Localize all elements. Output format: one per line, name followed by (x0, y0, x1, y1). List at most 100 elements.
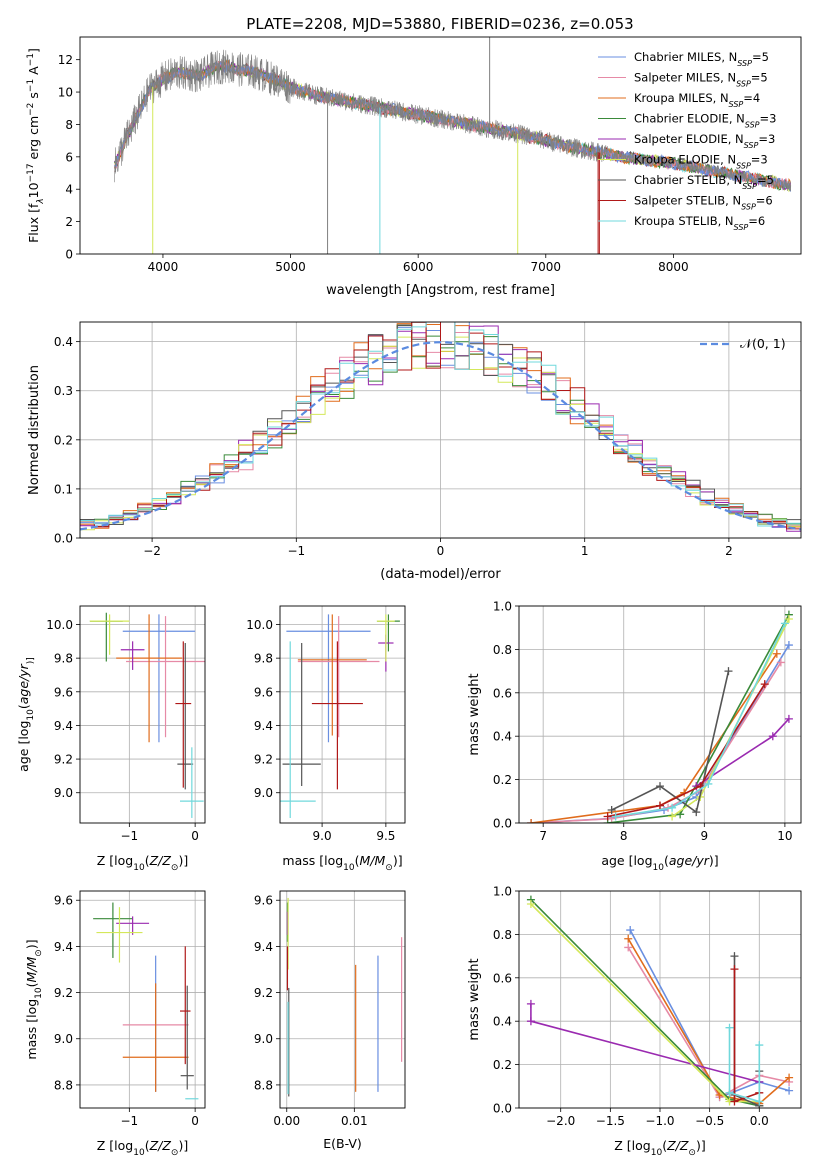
legend-label: Chabrier STELIB, NSSP=5 (634, 173, 774, 191)
plot-area (114, 37, 792, 254)
x-axis-label-part: age/yr (669, 853, 710, 868)
y-axis-label-part: ( (16, 704, 31, 709)
error-bar-kroupa-stelib (280, 641, 316, 818)
axes-frame (79, 321, 802, 539)
weight-marker (760, 680, 769, 689)
error-bar-chabrier-miles (122, 614, 196, 743)
x-axis-label-part: ⊙ (688, 1148, 696, 1158)
x-axis-label: mass [log10(M/M⊙)] (282, 853, 402, 873)
y-tick-label: 8.8 (54, 1078, 73, 1092)
legend-label-count: =4 (743, 91, 760, 105)
x-axis-label-part: Z/Z (666, 1138, 689, 1153)
legend-label: Chabrier ELODIE, NSSP=3 (634, 112, 776, 130)
legend-label-sub: SSP (737, 59, 752, 68)
legend-label-sub: SSP (734, 223, 749, 232)
y-tick-label: 9.6 (254, 894, 273, 908)
weight-line-chabrier-elodie (530, 899, 760, 1107)
weight-marker (527, 819, 536, 823)
y-axis-label-part: erg cm (26, 116, 41, 164)
plot-area (280, 614, 400, 818)
y-tick-label: 9.6 (54, 685, 73, 699)
weight-line-salpeter-stelib (607, 683, 766, 818)
y-tick-label: 8 (65, 118, 73, 132)
x-axis-label: E(B-V) (323, 1136, 362, 1151)
x-axis-label-part: )] (178, 1138, 188, 1153)
age-vs-mass-panel: 9.0 9.5 9.0 9.2 9.4 9.6 9.8 10.0 mass [log10(M/M… (246, 605, 406, 873)
x-tick-label: 4000 (148, 260, 179, 274)
axes: 7 8 9 10 0.0 0.2 0.4 0.6 0.8 1.0 (493, 600, 802, 843)
weight-line-salpeter-miles (627, 946, 790, 1099)
y-axis-label-part: 10 (26, 182, 41, 198)
x-axis-label-part: 10 (133, 1148, 145, 1158)
legend-label-count: =6 (748, 214, 765, 228)
y-axis-label-part: A (26, 66, 41, 79)
x-axis-label: wavelength [Angstrom, rest frame] (326, 283, 555, 298)
weight-marker (526, 999, 535, 1008)
x-axis-label-part: )] (393, 853, 403, 868)
x-axis-label-part: ( (664, 853, 669, 868)
legend-label-name: Kroupa MILES, N (634, 91, 729, 105)
x-axis-label-part: 10 (343, 863, 355, 873)
x-tick-label: −1.0 (645, 1114, 674, 1128)
weight-marker (668, 812, 677, 821)
legend-label-count: =6 (756, 194, 773, 208)
x-axis-label-part: ( (355, 853, 360, 868)
y-tick-label: 0.3 (54, 384, 73, 398)
y-tick-label: 0.4 (493, 730, 512, 744)
y-tick-label: 0.6 (493, 971, 512, 985)
x-tick-label: 0.01 (341, 1114, 368, 1128)
y-tick-label: 12 (58, 53, 73, 67)
legend-label: Salpeter ELODIE, NSSP=3 (634, 132, 775, 150)
x-axis-label-part: ⊙ (171, 1148, 179, 1158)
y-axis-label: age [log10(age/yr)] (16, 657, 36, 772)
legend-label-name: Salpeter ELODIE, N (634, 132, 744, 146)
weight-marker (624, 934, 633, 943)
plot-area (93, 902, 199, 1100)
x-tick-label: 0 (191, 1114, 199, 1128)
error-bar-kroupa-miles (297, 614, 367, 736)
y-axis-label-part: λ (36, 198, 46, 204)
weight-line-chabrier-stelib (611, 670, 730, 814)
axes-frame (79, 36, 802, 255)
x-tick-label: 7000 (531, 260, 562, 274)
y-tick-label: 0.0 (493, 1102, 512, 1116)
y-tick-label: 9.2 (254, 986, 273, 1000)
x-tick-label: 8000 (658, 260, 689, 274)
y-axis-label-part: age [log (16, 721, 31, 772)
weight-line-salpeter-miles (531, 661, 782, 823)
weight-marker (784, 615, 793, 624)
y-tick-label: 0.8 (493, 643, 512, 657)
legend-label: Chabrier MILES, NSSP=5 (634, 50, 769, 68)
legend-label-sub: SSP (744, 141, 759, 150)
x-axis-label: age [log10(age/yr)] (601, 853, 718, 873)
x-tick-label: −1 (120, 829, 138, 843)
y-axis-label-part: M/M (24, 956, 39, 982)
x-tick-label: −1 (287, 544, 305, 558)
axes: −2.0 −1.5 −1.0 −0.5 0.0 0.0 0.2 0.4 0.6 0.8 1.0 (493, 885, 802, 1128)
legend-label: Kroupa MILES, NSSP=4 (634, 91, 760, 109)
weight-marker (626, 926, 635, 935)
weight-marker (526, 900, 535, 909)
legend-label-count: =3 (760, 112, 777, 126)
x-tick-label: 5000 (275, 260, 306, 274)
y-tick-label: 9.4 (254, 719, 273, 733)
y-axis-label-part: −1 (26, 79, 36, 92)
x-axis-label: Z [log10(Z/Z⊙)] (614, 1138, 705, 1158)
legend-label-sub: SSP (736, 79, 751, 88)
observed-spectrum (114, 49, 792, 192)
y-tick-label: 9.0 (54, 1032, 73, 1046)
weight-marker (776, 658, 785, 667)
y-axis-label: Normed distribution (27, 365, 42, 495)
x-tick-label: 0 (191, 829, 199, 843)
y-axis-label-part: −17 (26, 163, 36, 182)
grid-lines (280, 891, 405, 1108)
weight-marker (772, 649, 781, 658)
legend-label-sub: SSP (741, 202, 756, 211)
legend-label-name: Chabrier STELIB, N (634, 173, 742, 187)
legend-label-sub: SSP (729, 100, 744, 109)
y-tick-label: 0.0 (493, 817, 512, 831)
weight-line-kroupa-miles (530, 653, 778, 823)
axes-frame (279, 890, 406, 1109)
weight-marker (730, 952, 739, 961)
